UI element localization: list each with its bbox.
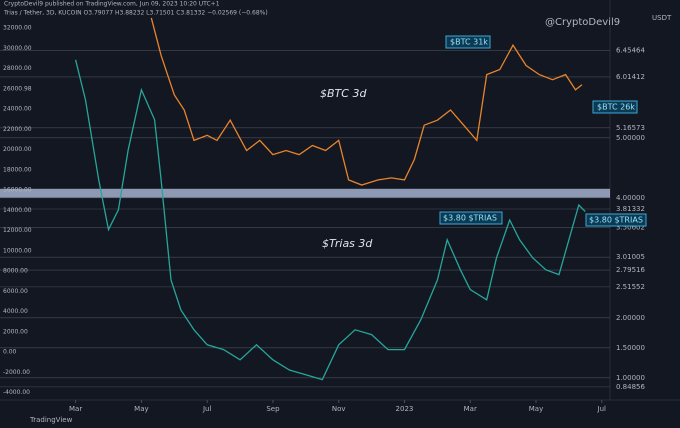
callout: $3.80 $TRIAS xyxy=(589,216,643,225)
x-tick-label: Nov xyxy=(332,405,346,413)
series-line xyxy=(150,17,583,186)
callout-box xyxy=(592,100,638,114)
y2-tick-label: 4.00000 xyxy=(616,194,645,202)
header: CryptoDevil9 published on TradingView.co… xyxy=(4,1,220,8)
y-tick-label: 18000.00 xyxy=(3,166,32,173)
y2-tick-label: 2.79516 xyxy=(616,266,645,274)
callout-box xyxy=(585,213,647,227)
y-tick-label: 2000.00 xyxy=(3,328,28,335)
y2-tick-label: 3.01005 xyxy=(616,253,645,261)
symbol: Trias / Tether, 3D, KUCOIN O3.79077 H3.8… xyxy=(3,10,268,17)
x-tick-label: May xyxy=(529,405,543,413)
y-tick-label: 14000.00 xyxy=(3,207,32,214)
y-tick-label: 16000.00 xyxy=(3,187,32,194)
y2-tick-label: 3.81332 xyxy=(616,205,645,213)
y-tick-label: 12000.00 xyxy=(3,227,32,234)
y-tick-label: 24000.00 xyxy=(3,106,32,113)
y-tick-label: 0.00 xyxy=(3,349,17,356)
x-tick-label: Mar xyxy=(69,405,82,413)
callout-box xyxy=(439,211,503,225)
y-tick-label: 28000.00 xyxy=(3,65,32,72)
y2-tick-label: 5.16573 xyxy=(616,124,645,132)
y-tick-label: 4000.00 xyxy=(3,308,28,315)
y-tick-label: 8000.00 xyxy=(3,268,28,275)
callout-box xyxy=(445,35,491,49)
btc-label: $BTC 3d xyxy=(320,87,367,100)
y-tick-label: 32000.00 xyxy=(3,25,32,32)
footer: TradingView xyxy=(29,416,73,424)
x-tick-label: Mar xyxy=(464,405,477,413)
y-tick-label: 10000.00 xyxy=(3,247,32,254)
x-tick-label: Jul xyxy=(597,405,607,413)
x-tick-label: Sep xyxy=(266,405,280,413)
y2-tick-label: 6.01412 xyxy=(616,73,645,81)
plot: 6.45464 6.01412 5.16573 5.00000 4.00000 3.813… xyxy=(0,17,645,413)
y2-tick-label: 0.84856 xyxy=(616,383,645,391)
x-tick-label: 2023 xyxy=(396,405,414,413)
y-tick-label: 20000.00 xyxy=(3,146,32,153)
x-tick-label: Jul xyxy=(202,405,212,413)
y-tick-label: -4000.00 xyxy=(3,389,30,396)
watermark: @CryptoDevil9 xyxy=(545,17,620,28)
y-tick-label: -2000.00 xyxy=(3,369,30,376)
y-tick-label: 30000.00 xyxy=(3,45,32,52)
currency: USDT xyxy=(652,14,672,22)
y2-tick-label: 5.00000 xyxy=(616,134,645,142)
y-tick-label: 26000.98 xyxy=(3,85,32,92)
callout: $BTC 31k xyxy=(450,38,488,47)
y2-tick-label: 2.00000 xyxy=(616,314,645,322)
callout: $BTC 26k xyxy=(597,103,635,112)
trias-label: $Trias 3d xyxy=(322,237,373,250)
y2-tick-label: 1.00000 xyxy=(616,374,645,382)
callout: $3.80 $TRIAS xyxy=(443,214,497,223)
y2-tick-label: 3.50602 xyxy=(616,223,645,231)
y2-tick-label: 2.51552 xyxy=(616,283,645,291)
y2-tick-label: 1.50000 xyxy=(616,344,645,352)
x-tick-label: May xyxy=(134,405,148,413)
y-tick-label: 22000.00 xyxy=(3,126,32,133)
series-line xyxy=(74,59,586,381)
zone xyxy=(0,188,610,198)
y-tick-label: 6000.00 xyxy=(3,288,28,295)
y2-tick-label: 6.45464 xyxy=(616,47,645,55)
